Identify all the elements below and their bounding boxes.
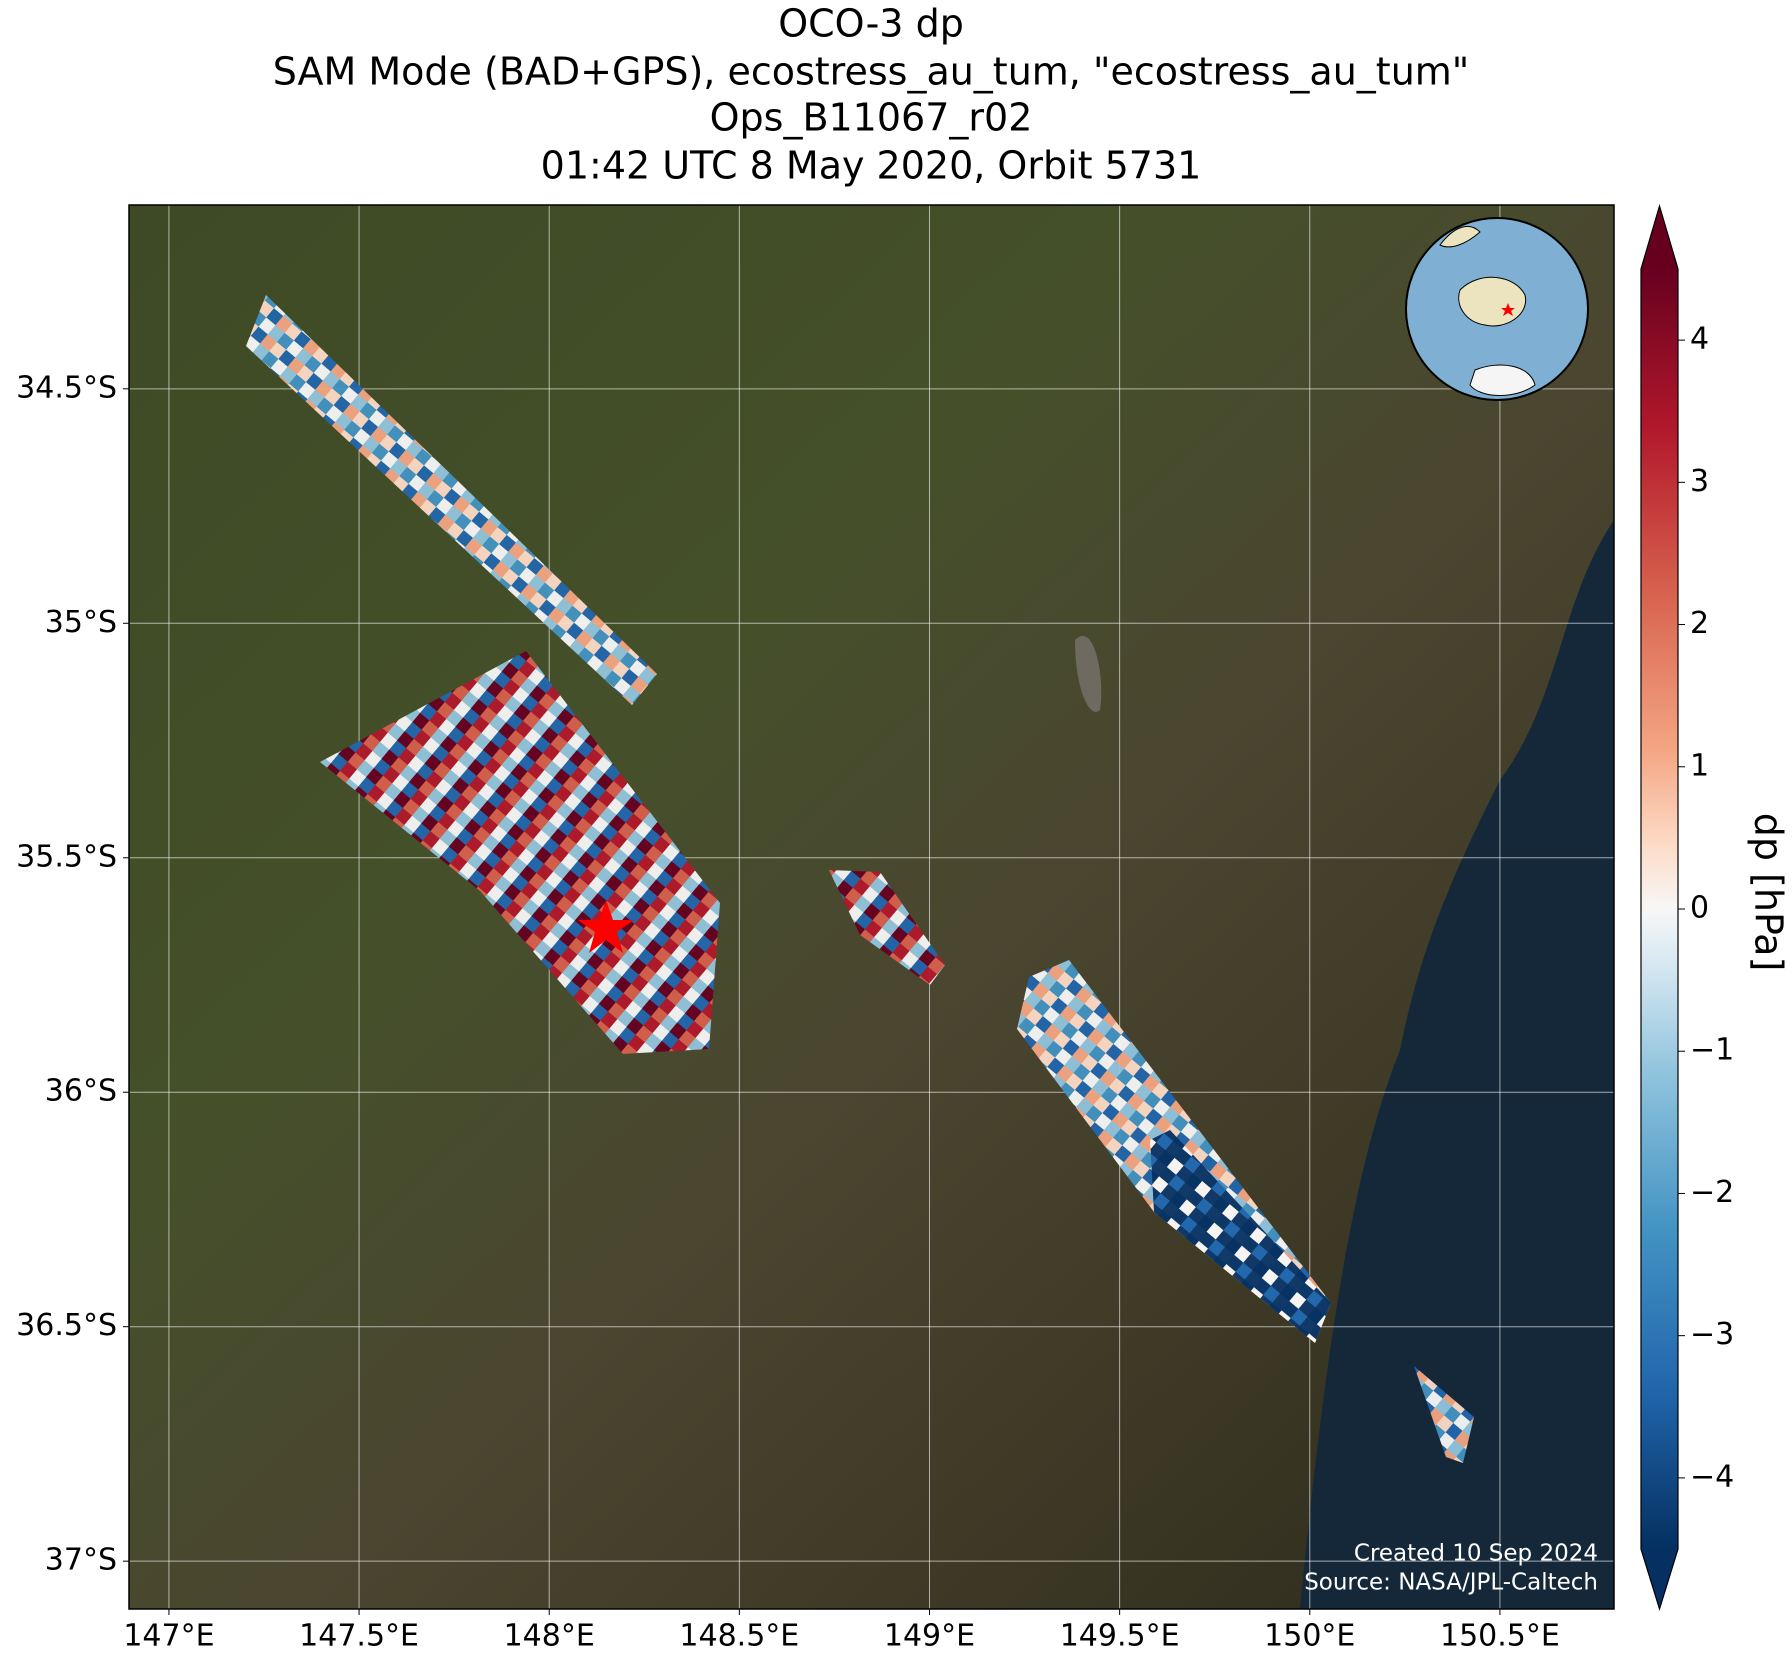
ocean xyxy=(1300,520,1614,1609)
x-tick-label: 149.5°E xyxy=(1060,1619,1180,1654)
plot-frame xyxy=(128,204,1615,1610)
colorbar-extend xyxy=(1641,206,1678,269)
colorbar-tick-label: 0 xyxy=(1690,891,1709,926)
map-area: Created 10 Sep 2024 Source: NASA/JPL-Cal… xyxy=(129,205,1614,1609)
x-tick-label: 150.5°E xyxy=(1440,1619,1560,1654)
x-tick-label: 147°E xyxy=(123,1619,214,1654)
y-tick-label: 34.5°S xyxy=(16,370,117,405)
swath xyxy=(829,870,945,985)
colorbar-tick-label: −3 xyxy=(1690,1317,1734,1352)
x-tick-label: 147.5°E xyxy=(299,1619,419,1654)
title-line: Ops_B11067_r02 xyxy=(710,96,1033,140)
colorbar-extend xyxy=(1641,1549,1678,1609)
y-tick-label: 37°S xyxy=(45,1543,117,1578)
colorbar-tick-label: 1 xyxy=(1690,748,1709,783)
colorbar-tick-label: 3 xyxy=(1690,464,1709,499)
globe-inset xyxy=(1405,217,1589,401)
colorbar-scale xyxy=(1641,269,1678,1549)
colorbar-outline xyxy=(1640,203,1679,1612)
swath xyxy=(246,295,657,705)
y-tick-label: 36°S xyxy=(45,1074,117,1109)
y-tick-label: 35°S xyxy=(45,605,117,640)
x-tick-label: 148°E xyxy=(504,1619,595,1654)
credit: Source: NASA/JPL-Caltech xyxy=(1304,1570,1598,1596)
colorbar-tick-label: −2 xyxy=(1690,1175,1734,1210)
title-line: OCO-3 dp xyxy=(778,2,964,46)
title-line: SAM Mode (BAD+GPS), ecostress_au_tum, "e… xyxy=(273,50,1470,94)
swath xyxy=(1150,1130,1331,1343)
colorbar-tick-label: 2 xyxy=(1690,606,1709,641)
grid xyxy=(129,205,1614,1609)
swath xyxy=(1414,1366,1474,1463)
credit: Created 10 Sep 2024 xyxy=(1354,1541,1598,1567)
colorbar: −4 −3 −2 −1 0 1 2 3 4 xyxy=(1640,203,1734,1612)
title-block: OCO-3 dp SAM Mode (BAD+GPS), ecostress_a… xyxy=(273,2,1470,188)
colorbar-tick-label: 4 xyxy=(1690,322,1709,357)
colorbar-label: dp [hPa] xyxy=(1747,813,1791,972)
lake xyxy=(1075,636,1102,712)
x-tick-label: 150°E xyxy=(1264,1619,1355,1654)
title-line: 01:42 UTC 8 May 2020, Orbit 5731 xyxy=(541,144,1202,188)
x-tick-label: 149°E xyxy=(884,1619,975,1654)
swath xyxy=(320,651,720,1054)
site-star xyxy=(578,900,634,953)
y-tick-label: 35.5°S xyxy=(16,839,117,874)
y-tick-label: 36.5°S xyxy=(16,1308,117,1343)
x-tick-label: 148.5°E xyxy=(679,1619,799,1654)
colorbar-tick-label: −1 xyxy=(1690,1033,1734,1068)
colorbar-tick-label: −4 xyxy=(1690,1459,1734,1494)
